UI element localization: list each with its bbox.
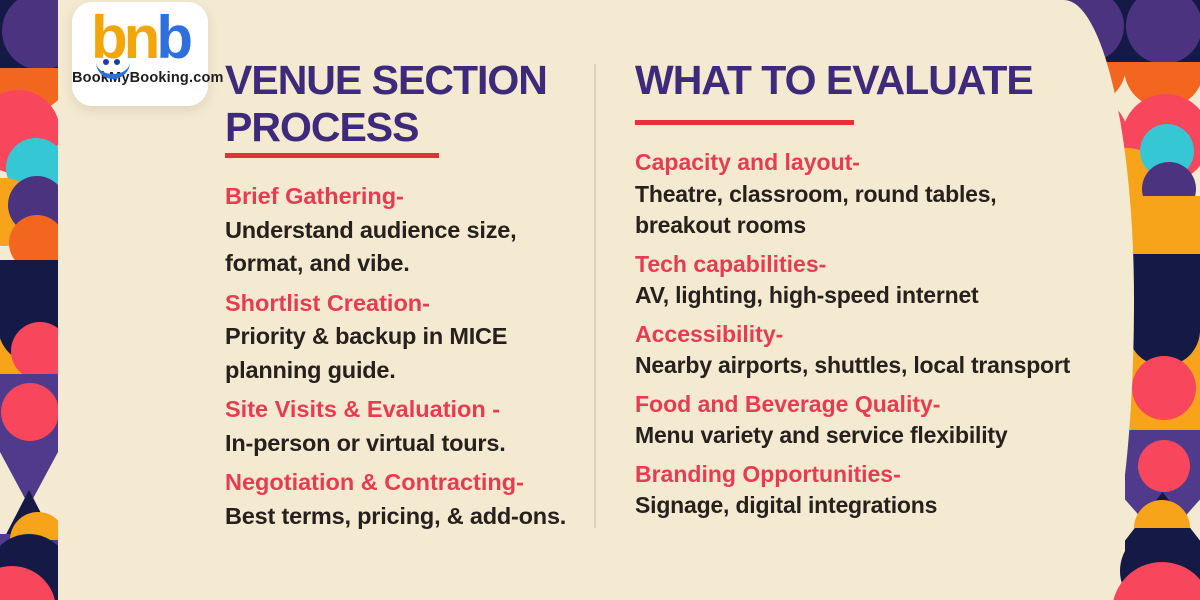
item-body: Best terms, pricing, & add-ons. [225,502,567,529]
list-item: Negotiation & Contracting- Best terms, p… [225,466,605,533]
list-item: Shortlist Creation- Priority & backup in… [225,287,605,388]
item-heading: Negotiation & Contracting- [225,469,524,495]
item-heading: Accessibility- [635,320,784,347]
list-item: Food and Beverage Quality- Menu variety … [635,389,1110,452]
item-body: In-person or virtual tours. [225,429,506,456]
decor-circle-red [1132,356,1196,420]
logo-letter: b [91,4,128,71]
decor-circle-red [11,322,58,380]
item-heading: Food and Beverage Quality- [635,390,941,417]
item-body: Theatre, classroom, round tables, breako… [635,180,997,239]
list-item: Brief Gathering- Understand audience siz… [225,180,605,281]
item-body: Signage, digital integrations [635,492,938,518]
item-heading: Tech capabilities- [635,250,827,277]
logo-letter: b [156,4,193,71]
content-panel [58,0,1134,600]
item-heading: Shortlist Creation- [225,289,430,316]
list-item: Tech capabilities- AV, lighting, high-sp… [635,249,1110,312]
decor-circle-red [1,383,58,441]
right-section-items: Capacity and layout- Theatre, classroom,… [635,147,1110,529]
item-body: Priority & backup in MICE planning guide… [225,323,508,383]
list-item: Site Visits & Evaluation - In-person or … [225,393,605,460]
logo-domain-text: BookMyBooking.com [72,70,224,86]
brand-logo: bnb BookMyBooking.com [72,2,224,106]
logo-letters: bnb [72,6,208,70]
left-pattern-border [0,0,58,600]
column-divider [594,64,596,528]
left-section-items: Brief Gathering- Understand audience siz… [225,180,605,539]
decor-circle-navy [1128,294,1200,366]
decor-circle-purple [1126,0,1200,64]
item-heading: Capacity and layout- [635,149,860,175]
item-body: Menu variety and service flexibility [635,422,1008,448]
logo-smile-icon [96,62,130,79]
list-item: Capacity and layout- Theatre, classroom,… [635,147,1110,242]
list-item: Branding Opportunities- Signage, digital… [635,459,1110,522]
list-item: Accessibility- Nearby airports, shuttles… [635,319,1110,382]
logo-letter: n [123,4,161,71]
left-title-underline [225,153,439,158]
right-section-title: WHAT TO EVALUATE [635,57,1034,103]
item-body: Understand audience size, format, and vi… [225,216,517,277]
item-heading: Brief Gathering- [225,183,404,209]
left-section-title: VENUE SECTION PROCESS [225,57,548,150]
decor-circle-red [1138,440,1190,492]
item-heading: Site Visits & Evaluation - [225,396,501,422]
right-title-underline [635,120,854,125]
item-heading: Branding Opportunities- [635,460,901,487]
item-body: Nearby airports, shuttles, local transpo… [635,352,1071,378]
item-body: AV, lighting, high-speed internet [635,282,979,308]
